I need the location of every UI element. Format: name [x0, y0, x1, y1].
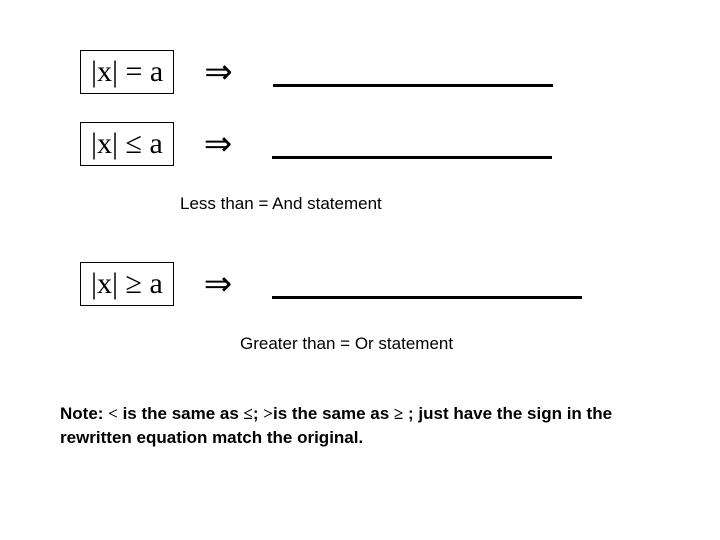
- blank-line-le: [272, 129, 552, 159]
- caption-less-than: Less than = And statement: [180, 194, 660, 214]
- note-mid2: is the same as: [273, 404, 394, 423]
- note-prefix: Note:: [60, 404, 108, 423]
- implies-arrow: ⇒: [204, 52, 233, 92]
- blank-line-ge: [272, 269, 582, 299]
- abs-expr-le: |x| ≤ a: [80, 122, 174, 166]
- abs-expr-eq: |x| = a: [80, 50, 174, 94]
- note-text: Note: < is the same as ≤; >is the same a…: [60, 402, 660, 450]
- implies-arrow: ⇒: [204, 264, 233, 304]
- less-than-icon: <: [108, 404, 118, 423]
- note-mid1: is the same as: [118, 404, 244, 423]
- note-sep: ;: [253, 404, 263, 423]
- abs-expr-ge: |x| ≥ a: [80, 262, 174, 306]
- blank-line-eq: [273, 57, 553, 87]
- equation-row-ge: |x| ≥ a ⇒: [60, 262, 660, 306]
- greater-than-icon: >: [263, 404, 273, 423]
- caption-greater-than: Greater than = Or statement: [240, 334, 660, 354]
- equation-row-le: |x| ≤ a ⇒: [60, 122, 660, 166]
- greater-equal-icon: ≥: [394, 404, 403, 423]
- implies-arrow: ⇒: [204, 124, 233, 164]
- equation-row-eq: |x| = a ⇒: [60, 50, 660, 94]
- less-equal-icon: ≤: [244, 404, 253, 423]
